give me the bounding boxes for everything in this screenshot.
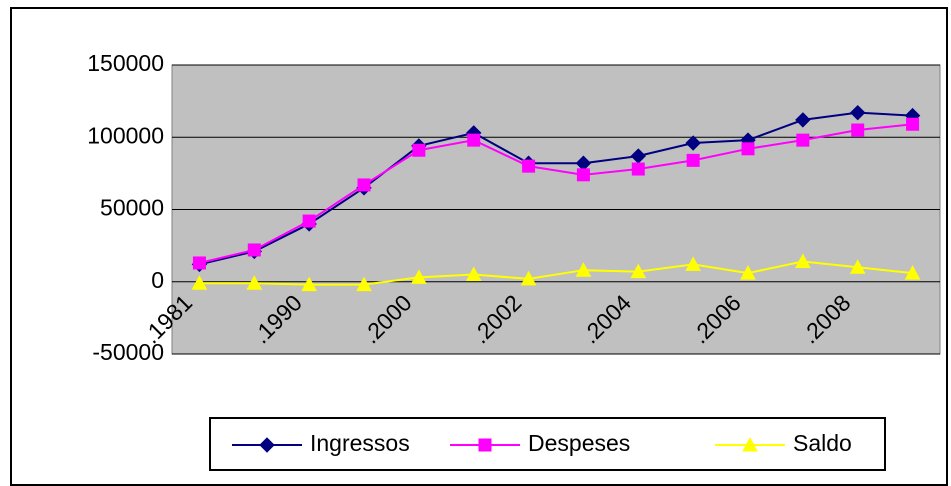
marker (851, 123, 865, 137)
marker (357, 178, 371, 192)
marker (302, 214, 316, 228)
marker (467, 133, 481, 147)
legend: Ingressos Despeses Saldo (209, 417, 886, 471)
marker (301, 276, 317, 292)
marker (686, 153, 700, 167)
marker (412, 143, 426, 157)
marker (630, 263, 647, 279)
marker (575, 262, 592, 277)
marker (906, 117, 920, 131)
marker (191, 275, 208, 290)
legend-label: Ingressos (310, 430, 410, 456)
marker (247, 243, 261, 257)
marker (522, 159, 536, 173)
marker (356, 276, 372, 292)
series-line (199, 111, 913, 266)
marker (796, 133, 810, 147)
marker (850, 104, 866, 121)
marker (576, 168, 590, 182)
y-tick-label: 100000 (87, 122, 164, 148)
marker (849, 259, 866, 274)
marker (904, 265, 921, 280)
marker (259, 437, 275, 453)
legend-label: Despeses (528, 430, 630, 456)
y-tick-label: 50000 (100, 195, 164, 221)
marker (685, 256, 701, 271)
marker (520, 270, 537, 286)
series-line (199, 260, 913, 286)
legend-label: Saldo (793, 430, 852, 456)
marker (631, 162, 645, 176)
series-line (199, 123, 913, 264)
y-tick-label: 150000 (87, 50, 164, 76)
marker (740, 265, 756, 280)
marker (795, 112, 811, 128)
marker (741, 142, 755, 156)
marker (192, 256, 206, 270)
marker (411, 269, 427, 284)
marker (685, 135, 701, 151)
marker (478, 438, 492, 452)
marker (465, 266, 482, 282)
y-tick-label: -50000 (92, 339, 164, 365)
marker (795, 253, 811, 269)
marker (742, 436, 758, 452)
y-tick-label: 0 (151, 267, 164, 293)
marker (246, 275, 263, 290)
